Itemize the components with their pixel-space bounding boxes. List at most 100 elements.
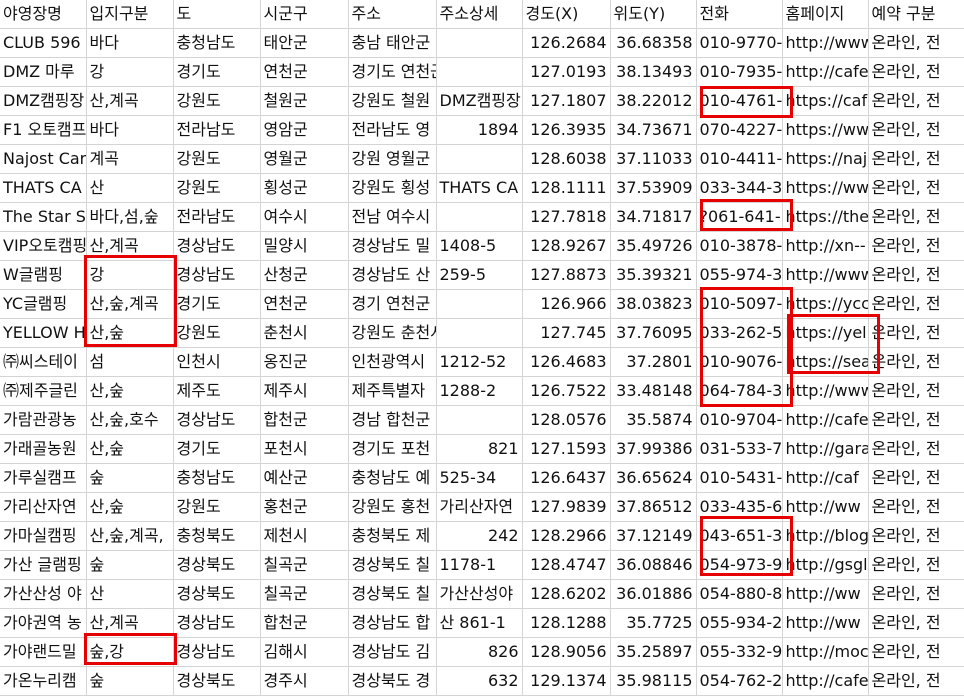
table-cell[interactable]: 온라인, 전 xyxy=(868,434,964,464)
table-cell[interactable]: 055-332-9 xyxy=(696,637,783,667)
table-cell[interactable]: 경상북도 xyxy=(173,579,261,609)
table-cell[interactable]: 37.86512 xyxy=(610,492,697,522)
table-cell[interactable]: http://www xyxy=(782,28,869,58)
table-cell[interactable]: 1288-2 xyxy=(436,376,523,406)
table-cell[interactable]: 홍천군 xyxy=(260,492,349,522)
table-cell[interactable]: 055-934-2 xyxy=(696,608,783,638)
table-cell[interactable]: http://caf xyxy=(782,463,869,493)
table-cell[interactable]: 합천군 xyxy=(260,608,349,638)
table-cell[interactable]: https://sea xyxy=(782,347,869,377)
table-cell[interactable]: 127.1593 xyxy=(522,434,611,464)
table-cell[interactable]: 온라인, 전 xyxy=(868,318,964,348)
table-cell[interactable]: 온라인, 전 xyxy=(868,608,964,638)
table-cell[interactable]: 010-7935- xyxy=(696,57,783,87)
table-cell[interactable]: 가야랜드밀 xyxy=(0,637,87,667)
table-cell[interactable] xyxy=(436,318,523,348)
table-cell[interactable]: 821 xyxy=(436,434,523,464)
table-cell[interactable]: http://cafe xyxy=(782,57,869,87)
table-cell[interactable]: 36.08846 xyxy=(610,550,697,580)
table-cell[interactable]: https://caf xyxy=(782,86,869,116)
table-cell[interactable]: 숲 xyxy=(86,666,174,696)
table-cell[interactable]: 38.22012 xyxy=(610,86,697,116)
table-cell[interactable]: 128.4747 xyxy=(522,550,611,580)
table-cell[interactable]: 영월군 xyxy=(260,144,349,174)
table-cell[interactable]: 온라인, 전 xyxy=(868,144,964,174)
table-cell[interactable]: 온라인, 전 xyxy=(868,666,964,696)
table-cell[interactable]: 경상남도 xyxy=(173,608,261,638)
table-cell[interactable]: 칠곡군 xyxy=(260,550,349,580)
table-cell[interactable]: 010-5431- xyxy=(696,463,783,493)
table-cell[interactable]: 경기도 xyxy=(173,289,261,319)
table-cell[interactable]: 온라인, 전 xyxy=(868,492,964,522)
table-cell[interactable]: 632 xyxy=(436,666,523,696)
table-cell[interactable]: 070-4227- xyxy=(696,115,783,145)
table-cell[interactable]: 충청북도 xyxy=(173,521,261,551)
table-cell[interactable] xyxy=(436,57,523,87)
table-cell[interactable]: Najost Car xyxy=(0,144,87,174)
table-cell[interactable]: 033-262-5 xyxy=(696,318,783,348)
table-cell[interactable]: 가래골농원 xyxy=(0,434,87,464)
table-cell[interactable]: 김해시 xyxy=(260,637,349,667)
table-cell[interactable]: 강원도 xyxy=(173,86,261,116)
table-cell[interactable]: 인천광역시 xyxy=(348,347,437,377)
table-cell[interactable]: 바다 xyxy=(86,28,174,58)
table-cell[interactable]: 충청남도 xyxy=(173,463,261,493)
table-cell[interactable]: 온라인, 전 xyxy=(868,173,964,203)
table-cell[interactable]: 가루실캠프 xyxy=(0,463,87,493)
table-cell[interactable]: 춘천시 xyxy=(260,318,349,348)
table-cell[interactable]: 37.76095 xyxy=(610,318,697,348)
table-cell[interactable]: https://ycc xyxy=(782,289,869,319)
table-cell[interactable]: 온라인, 전 xyxy=(868,550,964,580)
table-cell[interactable]: 전라남도 영 xyxy=(348,115,437,145)
table-cell[interactable]: 1894 xyxy=(436,115,523,145)
table-cell[interactable]: THATS CA xyxy=(436,173,523,203)
table-cell[interactable]: 강원 영월군 김삿갓면 xyxy=(348,144,437,174)
table-cell[interactable]: 바다 xyxy=(86,115,174,145)
table-cell[interactable]: 010-3878- xyxy=(696,231,783,261)
column-header[interactable]: 전화 xyxy=(696,0,783,29)
table-cell[interactable]: 경상남도 합 xyxy=(348,608,437,638)
table-cell[interactable]: 126.3935 xyxy=(522,115,611,145)
table-cell[interactable]: 126.2684 xyxy=(522,28,611,58)
table-cell[interactable]: 054-880-8 xyxy=(696,579,783,609)
table-cell[interactable] xyxy=(436,289,523,319)
table-cell[interactable]: The Star S xyxy=(0,202,87,232)
table-cell[interactable]: 강 xyxy=(86,57,174,87)
table-cell[interactable]: 계곡 xyxy=(86,144,174,174)
table-cell[interactable]: 숲 xyxy=(86,463,174,493)
table-cell[interactable]: 숲 xyxy=(86,550,174,580)
table-cell[interactable]: https://ww xyxy=(782,173,869,203)
table-cell[interactable]: 35.25897 xyxy=(610,637,697,667)
table-cell[interactable]: 영암군 xyxy=(260,115,349,145)
table-cell[interactable]: ㈜씨스테이 xyxy=(0,347,87,377)
table-cell[interactable]: 1178-1 xyxy=(436,550,523,580)
table-cell[interactable]: 온라인, 전 xyxy=(868,202,964,232)
table-cell[interactable]: 127.8873 xyxy=(522,260,611,290)
table-cell[interactable]: http://gara xyxy=(782,434,869,464)
table-cell[interactable]: 128.9267 xyxy=(522,231,611,261)
table-cell[interactable]: YC글램핑 xyxy=(0,289,87,319)
table-cell[interactable]: 37.99386 xyxy=(610,434,697,464)
table-cell[interactable]: 강원도 xyxy=(173,492,261,522)
table-cell[interactable]: 전라남도 xyxy=(173,115,261,145)
table-cell[interactable]: 온라인, 전 xyxy=(868,260,964,290)
table-cell[interactable]: 경상남도 xyxy=(173,405,261,435)
table-cell[interactable]: 35.49726 xyxy=(610,231,697,261)
table-cell[interactable]: 127.9839 xyxy=(522,492,611,522)
table-cell[interactable]: 산 861-1 xyxy=(436,608,523,638)
table-cell[interactable]: 가마실캠핑 xyxy=(0,521,87,551)
table-cell[interactable]: VIP오토캠핑 xyxy=(0,231,87,261)
table-cell[interactable]: 밀양시 xyxy=(260,231,349,261)
table-cell[interactable]: http://ww xyxy=(782,579,869,609)
table-cell[interactable]: 010-5097- xyxy=(696,289,783,319)
table-cell[interactable]: W글램핑 xyxy=(0,260,87,290)
table-cell[interactable]: 온라인, 전 xyxy=(868,347,964,377)
table-cell[interactable]: 127.7818 xyxy=(522,202,611,232)
table-cell[interactable]: 경상북도 칠 xyxy=(348,550,437,580)
table-cell[interactable]: 010-4411- xyxy=(696,144,783,174)
table-cell[interactable]: 37.12149 xyxy=(610,521,697,551)
table-cell[interactable]: 126.6437 xyxy=(522,463,611,493)
table-cell[interactable]: 여수시 xyxy=(260,202,349,232)
table-cell[interactable]: https://naj xyxy=(782,144,869,174)
table-cell[interactable]: 제주도 xyxy=(173,376,261,406)
